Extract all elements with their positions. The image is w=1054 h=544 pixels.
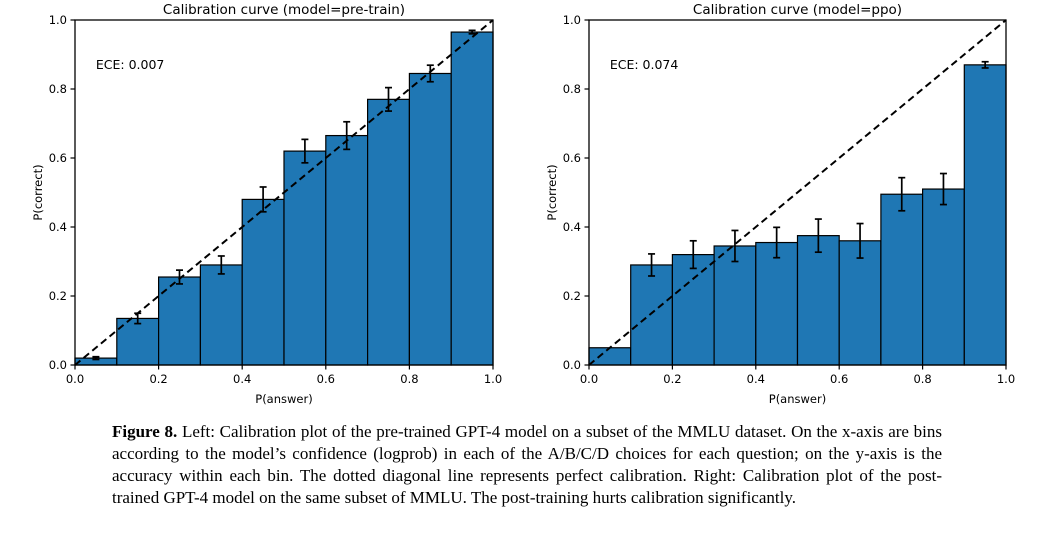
x-tick-label: 0.0	[580, 372, 598, 386]
x-tick-label: 1.0	[997, 372, 1015, 386]
bar	[588, 347, 632, 366]
ece-label: ECE: 0.074	[610, 57, 679, 72]
bar	[408, 72, 452, 366]
x-tick-label: 0.6	[317, 372, 335, 386]
diagonal-line	[74, 19, 494, 366]
y-tick-label: 0.4	[563, 220, 581, 234]
ece-label: ECE: 0.007	[96, 57, 164, 72]
x-tick-label: 1.0	[484, 372, 502, 386]
bar	[630, 264, 673, 366]
plot-border	[588, 19, 1007, 366]
axes-ticks: 0.0 0.2 0.4 0.6 0.8 1.0 0.0 0.2 0.4 0.6 0.8 1.0	[563, 13, 1015, 386]
figure-caption: Figure 8. Left: Calibration plot of the …	[112, 421, 942, 509]
y-tick-label: 0.2	[563, 289, 581, 303]
calibration-chart-ppo: 0.0 0.2 0.4 0.6 0.8 1.0 0.0 0.2 0.4 0.6 0.8 1.0 Cali…	[545, 2, 1015, 406]
x-tick-label: 0.8	[913, 372, 931, 386]
error-bars	[648, 60, 989, 277]
x-tick-label: 0.4	[233, 372, 251, 386]
error-bars	[92, 29, 476, 361]
y-tick-label: 0.2	[49, 289, 67, 303]
bars	[588, 64, 1007, 366]
calibration-chart-pretrain: 0.0 0.2 0.4 0.6 0.8 1.0 0.0 0.2 0.4 0.6 0.8 1.0 Cali…	[31, 2, 502, 406]
bar	[922, 188, 965, 366]
y-tick-label: 0.8	[49, 82, 67, 96]
figure-caption-text: Left: Calibration plot of the pre-traine…	[112, 422, 942, 507]
y-tick-label: 1.0	[563, 13, 581, 27]
x-tick-label: 0.2	[149, 372, 167, 386]
bar	[880, 193, 924, 366]
y-axis-label: P(correct)	[545, 164, 559, 220]
x-axis-label: P(answer)	[255, 392, 312, 406]
y-tick-label: 1.0	[49, 13, 67, 27]
bar	[199, 264, 243, 366]
chart-title: Calibration curve (model=pre-train)	[163, 2, 405, 18]
x-tick-label: 0.4	[747, 372, 765, 386]
bar	[283, 150, 327, 366]
x-tick-label: 0.2	[663, 372, 681, 386]
axes-ticks: 0.0 0.2 0.4 0.6 0.8 1.0 0.0 0.2 0.4 0.6 0.8 1.0	[49, 13, 502, 386]
figure-caption-label: Figure 8.	[112, 422, 178, 441]
x-axis-label: P(answer)	[769, 392, 826, 406]
bar	[755, 241, 799, 366]
chart-title: Calibration curve (model=ppo)	[693, 2, 902, 18]
y-axis-label: P(correct)	[31, 164, 45, 220]
y-tick-label: 0.0	[563, 358, 581, 372]
bar	[838, 240, 882, 366]
diagonal-line	[588, 19, 1007, 366]
x-tick-label: 0.8	[400, 372, 418, 386]
y-tick-label: 0.8	[563, 82, 581, 96]
bar	[713, 245, 757, 366]
plot-border	[74, 19, 494, 366]
bar	[325, 134, 369, 366]
bar	[796, 235, 840, 366]
y-tick-label: 0.4	[49, 220, 67, 234]
y-tick-label: 0.6	[49, 151, 67, 165]
bar	[450, 31, 494, 366]
x-tick-label: 0.6	[830, 372, 848, 386]
y-tick-label: 0.0	[49, 358, 67, 372]
bar	[671, 254, 715, 366]
charts-row: 0.0 0.2 0.4 0.6 0.8 1.0 0.0 0.2 0.4 0.6 0.8 1.0 Cali…	[31, 2, 1015, 406]
x-tick-label: 0.0	[66, 372, 84, 386]
bar	[963, 64, 1007, 366]
bar	[367, 98, 411, 366]
y-tick-label: 0.6	[563, 151, 581, 165]
bar	[241, 198, 285, 366]
